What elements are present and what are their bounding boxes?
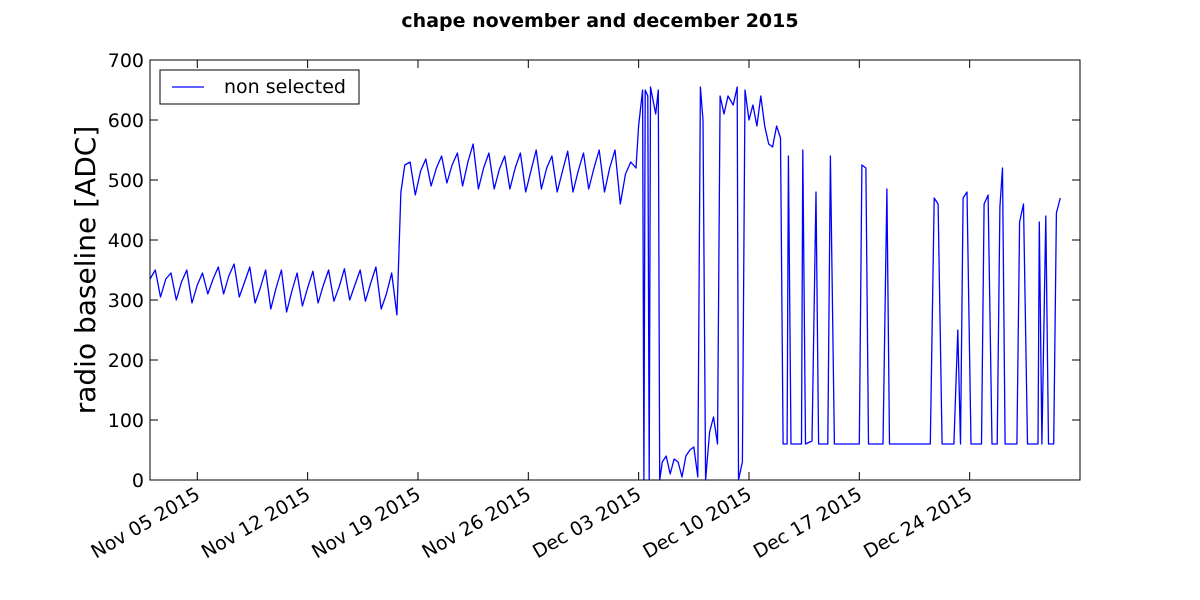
legend-label: non selected bbox=[224, 76, 346, 98]
x-tick-label: Nov 26 2015 bbox=[418, 483, 534, 563]
series-layer bbox=[149, 86, 1061, 481]
plot-frame bbox=[149, 59, 1081, 481]
x-tick-label: Dec 17 2015 bbox=[750, 483, 866, 563]
y-tick-label: 700 bbox=[108, 50, 144, 72]
x-tick-label: Dec 24 2015 bbox=[860, 483, 976, 563]
x-tick-label: Nov 05 2015 bbox=[87, 483, 203, 563]
y-tick-label: 300 bbox=[108, 290, 144, 312]
x-tick-label: Nov 19 2015 bbox=[308, 483, 424, 563]
series-line-0 bbox=[149, 86, 1061, 481]
y-axis: 0 100 200 300 400 500 600 700 bbox=[108, 50, 1080, 492]
legend: non selected bbox=[159, 69, 360, 105]
y-tick-label: 100 bbox=[108, 410, 144, 432]
x-tick-label: Dec 10 2015 bbox=[639, 483, 755, 563]
y-tick-label: 600 bbox=[108, 110, 144, 132]
chart-title: chape november and december 2015 bbox=[401, 10, 798, 32]
y-tick-label: 200 bbox=[108, 350, 144, 372]
y-tick-label: 500 bbox=[108, 170, 144, 192]
y-tick-label: 400 bbox=[108, 230, 144, 252]
y-tick-label: 0 bbox=[132, 470, 144, 492]
x-tick-label: Dec 03 2015 bbox=[529, 483, 645, 563]
x-tick-label: Nov 12 2015 bbox=[198, 483, 314, 563]
y-axis-label: radio baseline [ADC] bbox=[69, 126, 102, 415]
